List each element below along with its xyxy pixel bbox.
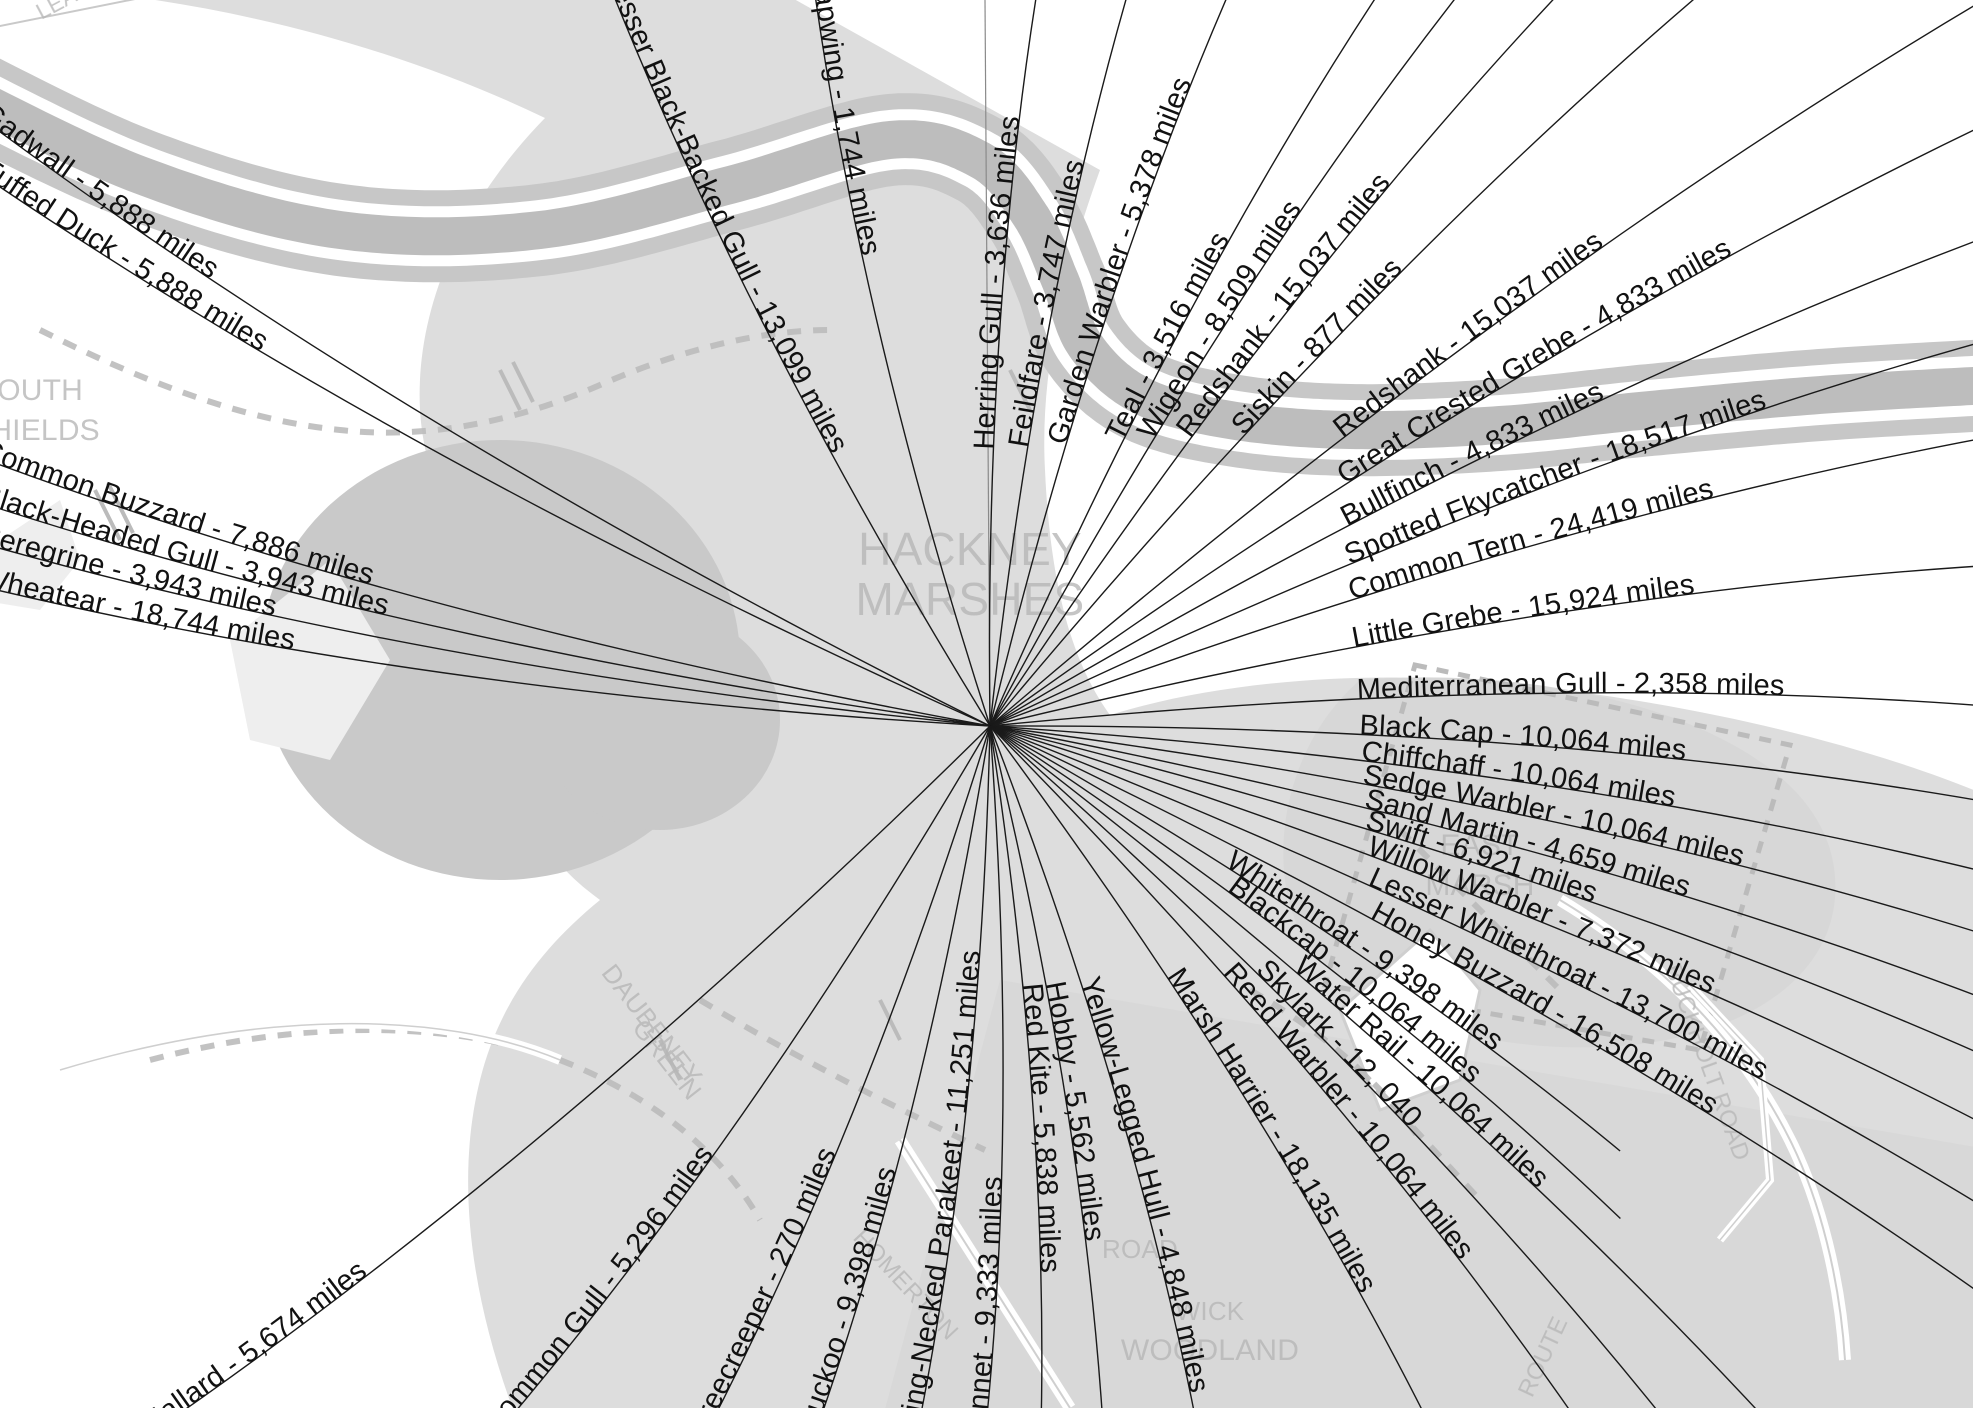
svg-text:WOODLAND: WOODLAND: [1121, 1334, 1299, 1367]
svg-text:SHIELDS: SHIELDS: [0, 414, 100, 447]
svg-text:HACKNEY: HACKNEY: [858, 523, 1082, 575]
svg-text:SOUTH: SOUTH: [0, 374, 83, 407]
